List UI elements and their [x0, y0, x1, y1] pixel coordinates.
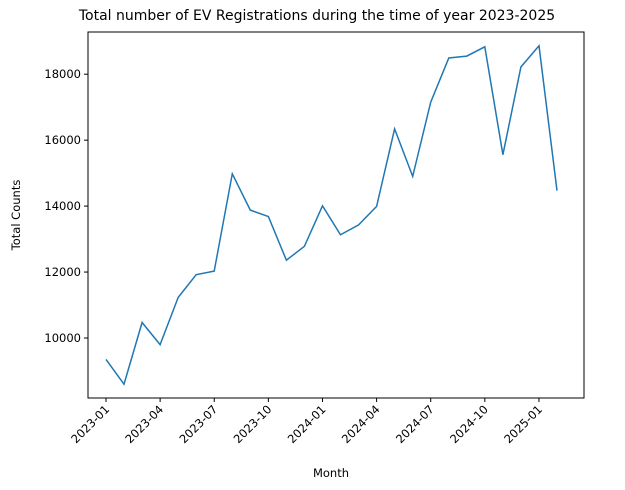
series-line [105, 44, 558, 386]
plot-area [87, 31, 585, 399]
x-tick-label: 2023-10 [231, 402, 275, 446]
x-tick-label: 2024-07 [393, 402, 437, 446]
y-axis: 10000 12000 14000 16000 18000 [44, 67, 88, 345]
y-tick-label: 10000 [44, 331, 81, 345]
x-tick-label: 2023-01 [68, 402, 112, 446]
x-tick-label: 2024-10 [447, 402, 491, 446]
y-tick-label: 14000 [44, 199, 81, 213]
x-tick-label: 2023-07 [176, 402, 220, 446]
y-tick-label: 18000 [44, 67, 81, 81]
x-tick-label: 2024-04 [339, 402, 383, 446]
x-tick-label: 2025-01 [501, 402, 545, 446]
y-tick-label: 12000 [44, 265, 81, 279]
y-axis-label: Total Counts [9, 180, 23, 252]
x-axis: 2023-01 2023-04 2023-07 2023-10 2024-01 2024-… [68, 398, 545, 446]
chart-title: Total number of EV Registrations during … [78, 8, 555, 24]
x-tick-label: 2023-04 [122, 402, 166, 446]
y-tick-label: 16000 [44, 133, 81, 147]
x-tick-label: 2024-01 [285, 402, 329, 446]
x-axis-label: Month [313, 466, 349, 480]
